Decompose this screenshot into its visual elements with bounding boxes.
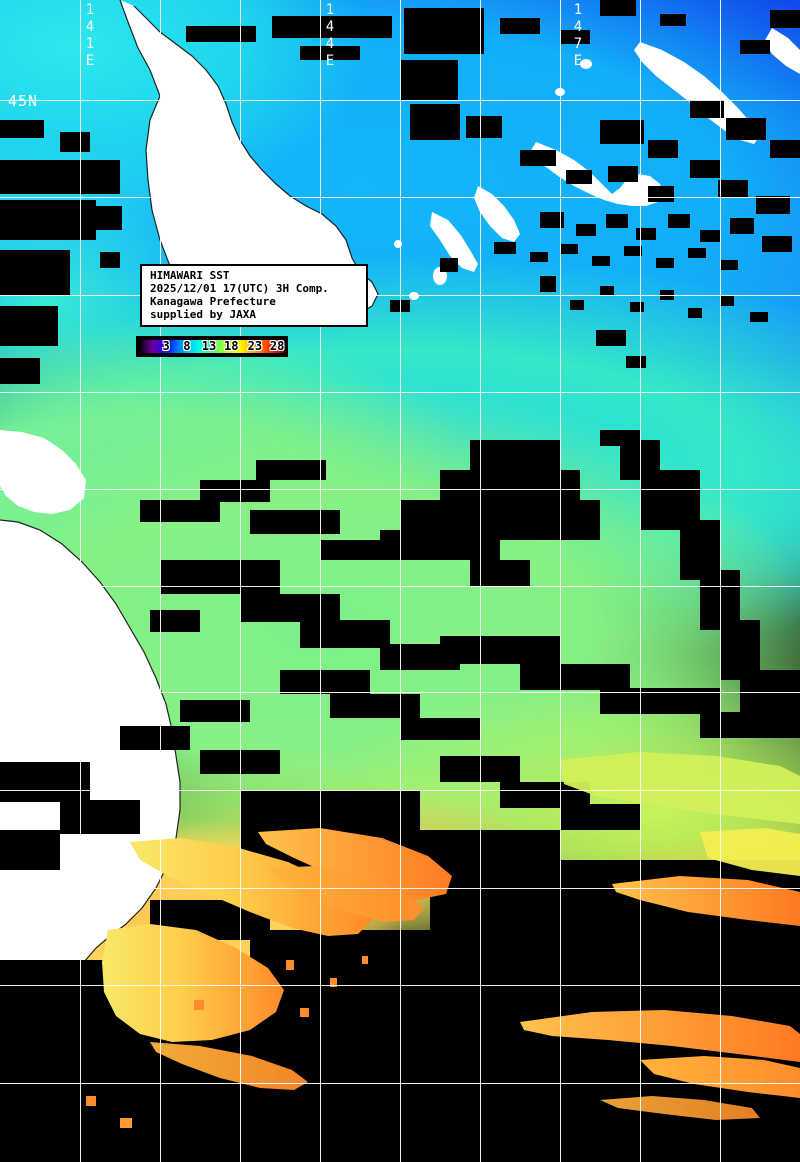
longitude-label-144e: 144E xyxy=(322,2,338,70)
product-title: HIMAWARI SST xyxy=(150,269,230,282)
product-info-box: HIMAWARI SST 2025/12/01 17(UTC) 3H Comp.… xyxy=(140,264,368,327)
sst-colorbar-gradient xyxy=(140,340,284,353)
sst-colorbar xyxy=(136,336,288,357)
longitude-label-147e: 147E xyxy=(570,2,586,70)
product-datetime: 2025/12/01 17(UTC) 3H Comp. xyxy=(150,282,329,295)
latitude-label-45n: 45N xyxy=(8,92,39,110)
longitude-label-141e: 141E xyxy=(82,2,98,70)
product-credit: supplied by JAXA xyxy=(150,308,256,321)
product-region: Kanagawa Prefecture xyxy=(150,295,276,308)
